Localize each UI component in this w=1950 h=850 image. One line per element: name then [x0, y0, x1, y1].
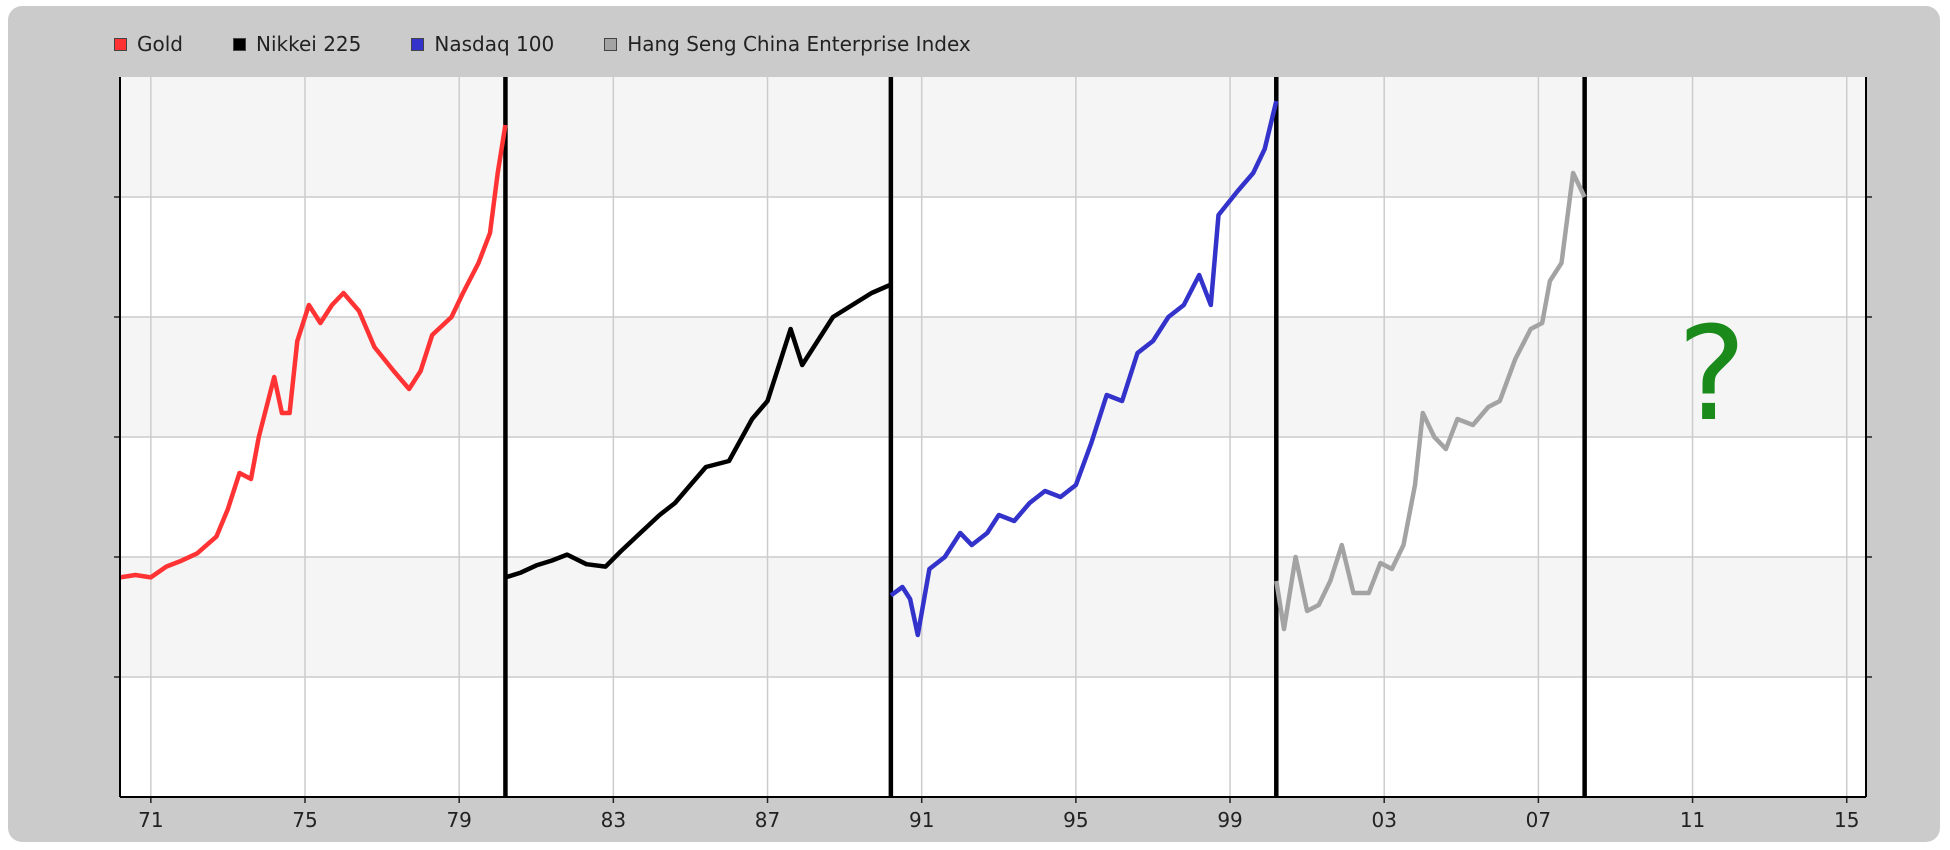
x-tick-label: 11 — [1680, 808, 1705, 832]
x-tick-label: 71 — [138, 808, 163, 832]
legend-item: Hang Seng China Enterprise Index — [604, 32, 971, 56]
x-tick-label: 15 — [1834, 808, 1859, 832]
x-tick-label: 75 — [292, 808, 317, 832]
legend-label: Nasdaq 100 — [434, 32, 555, 56]
legend-label: Nikkei 225 — [256, 32, 362, 56]
series-line-hang-seng-china-enterprise-index — [1274, 170, 1587, 632]
annotation-question-mark: ? — [1677, 298, 1746, 450]
x-tick-label: 95 — [1063, 808, 1088, 832]
x-tick-label: 07 — [1526, 808, 1551, 832]
legend-label: Hang Seng China Enterprise Index — [627, 32, 971, 56]
x-tick-label: 79 — [446, 808, 471, 832]
series-line-nikkei-225 — [504, 282, 892, 580]
legend-item: Gold — [114, 32, 183, 56]
plot-band — [120, 557, 1866, 677]
x-tick-label: 83 — [601, 808, 626, 832]
legend-label: Gold — [137, 32, 183, 56]
x-tick-label: 03 — [1371, 808, 1396, 832]
legend: Gold Nikkei 225 Nasdaq 100 Hang Seng China … — [114, 30, 1021, 58]
series-line-nasdaq-100 — [889, 100, 1279, 638]
legend-swatch — [233, 37, 246, 51]
x-tick-label: 99 — [1217, 808, 1242, 832]
legend-item: Nikkei 225 — [233, 32, 361, 56]
plot-band — [120, 317, 1866, 437]
legend-swatch — [114, 37, 127, 51]
legend-item: Nasdaq 100 — [411, 32, 554, 56]
legend-swatch — [411, 37, 425, 51]
plot-band — [120, 77, 1866, 197]
x-tick-label: 91 — [909, 808, 934, 832]
x-tick-label: 87 — [755, 808, 780, 832]
legend-swatch — [604, 37, 618, 51]
series-line-gold — [119, 124, 508, 580]
